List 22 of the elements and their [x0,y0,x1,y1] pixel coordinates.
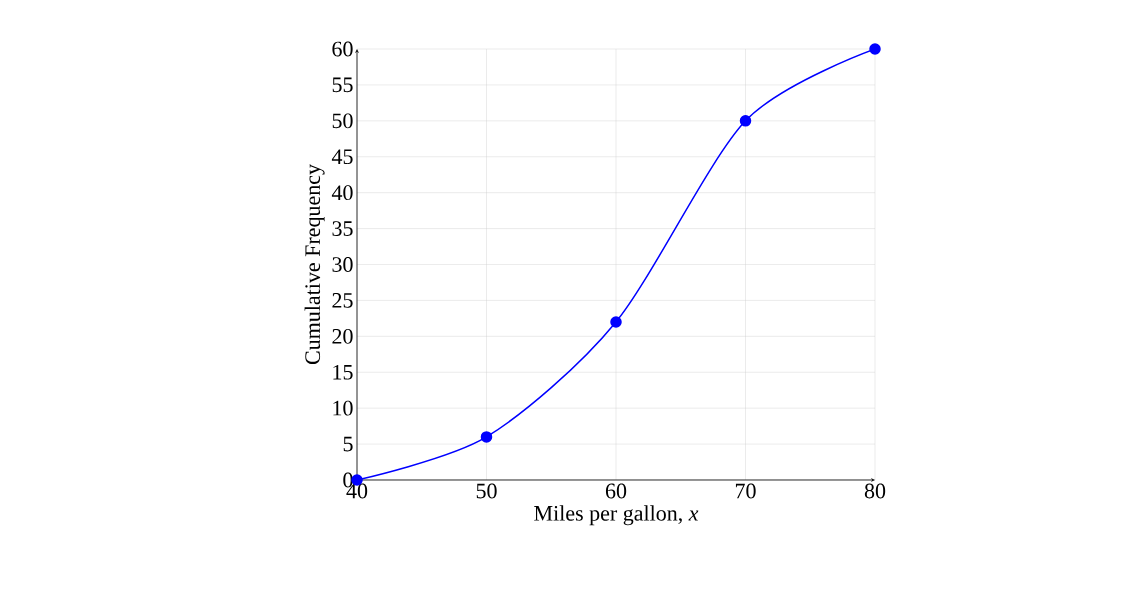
x-axis-title: Miles per gallon, x [534,505,699,526]
y-tick-label: 60 [332,41,353,57]
point [869,43,881,55]
y-tick-label: 35 [332,221,353,236]
y-tick-label: 55 [332,77,353,93]
x-tick-label: 60 [605,483,627,499]
point [480,431,493,443]
point [610,316,622,328]
y-tick-label: 30 [332,257,353,272]
x-tick-label: 70 [735,483,756,499]
y-axis-title: Cumulative Frequency [304,164,325,365]
x-tick-label: 80 [864,483,886,499]
y-tick-label: 25 [332,293,353,308]
x-tick-label: 50 [476,483,497,499]
y-tick-label: 45 [331,149,353,165]
y-tick-label: 20 [332,328,353,344]
y-tick-label: 10 [333,400,353,416]
y-tick-label: 5 [343,436,353,452]
y-tick-label: 15 [333,364,353,380]
y-tick-label: 50 [332,113,353,129]
y-tick-label: 40 [331,185,353,201]
point [739,115,752,127]
